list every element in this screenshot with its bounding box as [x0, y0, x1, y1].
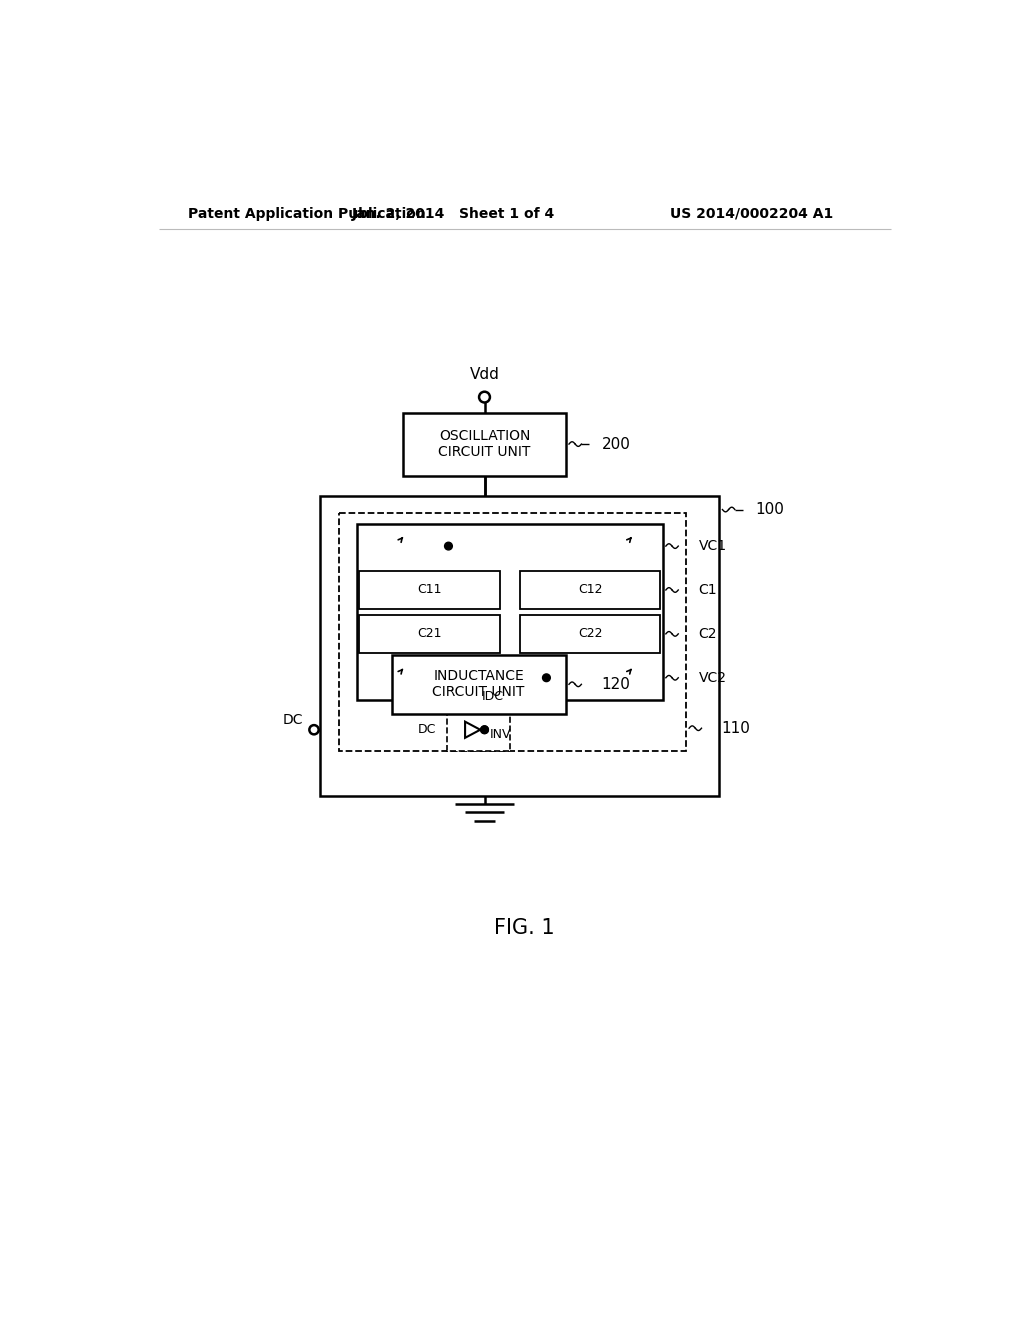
Circle shape: [480, 726, 488, 734]
Bar: [519, 615, 660, 653]
Bar: [403, 412, 566, 475]
Text: Jan. 2, 2014   Sheet 1 of 4: Jan. 2, 2014 Sheet 1 of 4: [352, 207, 555, 220]
Text: INDUCTANCE
CIRCUIT UNIT: INDUCTANCE CIRCUIT UNIT: [432, 669, 525, 700]
Text: IDC: IDC: [481, 690, 504, 702]
Text: C11: C11: [417, 583, 441, 597]
Text: US 2014/0002204 A1: US 2014/0002204 A1: [671, 207, 834, 220]
Text: FIG. 1: FIG. 1: [495, 919, 555, 939]
Bar: [356, 524, 663, 700]
Bar: [359, 615, 500, 653]
Bar: [359, 572, 500, 609]
Text: 110: 110: [722, 721, 751, 735]
Text: C22: C22: [578, 627, 602, 640]
Text: OSCILLATION
CIRCUIT UNIT: OSCILLATION CIRCUIT UNIT: [438, 429, 530, 459]
Text: 200: 200: [601, 437, 631, 451]
Bar: [446, 709, 510, 751]
Bar: [321, 496, 719, 796]
Text: DC: DC: [283, 713, 303, 726]
Bar: [391, 655, 566, 714]
Bar: [359, 521, 659, 572]
Text: VC2: VC2: [698, 671, 726, 685]
Text: 100: 100: [755, 502, 783, 517]
Text: C12: C12: [578, 583, 602, 597]
Bar: [339, 512, 686, 751]
Text: C21: C21: [417, 627, 441, 640]
Text: INV: INV: [489, 727, 511, 741]
Circle shape: [444, 543, 453, 550]
Text: Patent Application Publication: Patent Application Publication: [188, 207, 426, 220]
Bar: [519, 572, 660, 609]
Text: Vdd: Vdd: [470, 367, 500, 381]
Text: DC: DC: [418, 723, 436, 737]
Text: C1: C1: [698, 583, 717, 597]
Circle shape: [543, 675, 550, 681]
Text: VC1: VC1: [698, 539, 726, 553]
Text: 120: 120: [601, 677, 631, 692]
Bar: [359, 653, 659, 702]
Text: C2: C2: [698, 627, 717, 642]
